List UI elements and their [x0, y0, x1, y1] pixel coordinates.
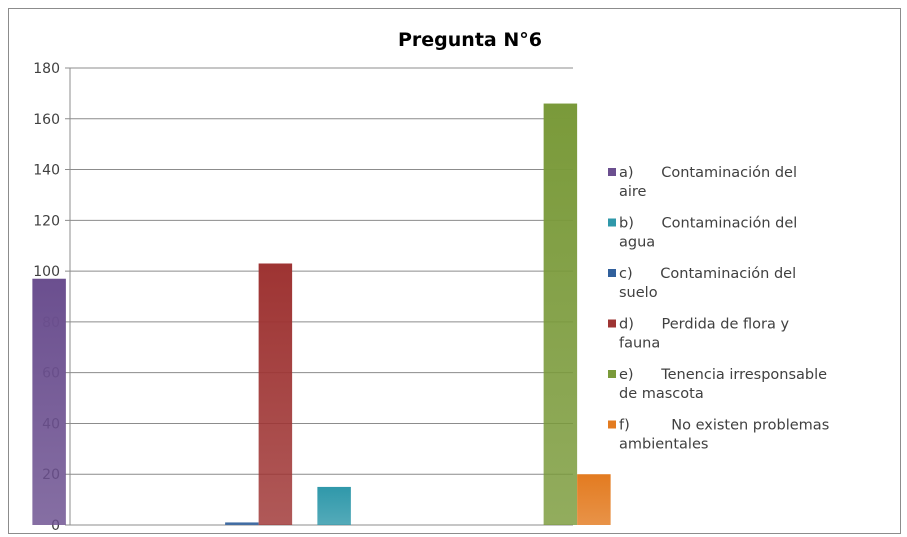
- legend-label: f) No existen problemas: [619, 418, 829, 434]
- bar: [32, 278, 66, 525]
- legend-label: a) Contaminación del: [619, 165, 797, 181]
- legend-swatch: [608, 269, 616, 277]
- legend-swatch: [608, 218, 616, 227]
- y-tick-label: 140: [33, 163, 60, 179]
- legend-swatch: [608, 370, 616, 378]
- y-tick-label: 160: [33, 112, 60, 128]
- legend-label: d) Perdida de flora y: [619, 317, 789, 333]
- legend-label: agua: [619, 235, 655, 251]
- legend-swatch: [608, 420, 616, 429]
- y-tick-label: 100: [33, 264, 60, 280]
- legend-label: de mascota: [619, 386, 704, 402]
- legend-label: suelo: [619, 285, 658, 301]
- legend-swatch: [608, 168, 616, 176]
- legend-swatch: [608, 319, 616, 328]
- bar: [225, 522, 259, 525]
- legend-label: fauna: [619, 336, 660, 352]
- gridlines: [65, 67, 573, 526]
- legend-label: ambientales: [619, 437, 708, 453]
- legend-label: b) Contaminación del: [619, 216, 797, 232]
- bar: [258, 263, 293, 525]
- chart-title: Pregunta N°6: [398, 29, 542, 51]
- legend-label: c) Contaminación del: [619, 266, 796, 282]
- bar: [577, 474, 611, 525]
- legend: a) Contaminación del aire b) Contaminación…: [608, 165, 829, 453]
- legend-label: e) Tenencia irresponsable: [619, 367, 827, 383]
- y-tick-label: 120: [33, 213, 60, 229]
- bar: [543, 103, 578, 526]
- y-tick-label: 0: [51, 518, 60, 534]
- y-tick-label: 180: [33, 61, 60, 77]
- bars: [32, 103, 611, 526]
- bar: [317, 486, 351, 525]
- legend-label: aire: [619, 184, 647, 200]
